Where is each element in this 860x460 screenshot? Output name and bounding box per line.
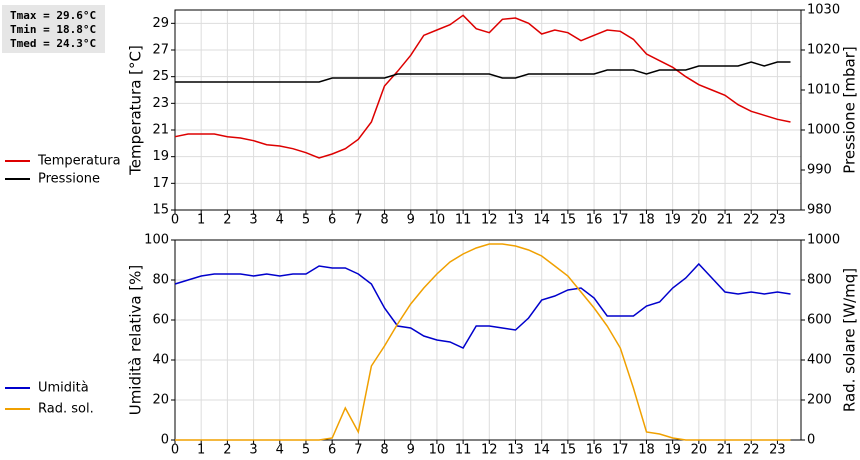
- y-tick-label: 27: [152, 43, 169, 58]
- stat: Tmed = 24.3°C: [10, 37, 96, 50]
- x-tick-label: 0: [171, 443, 179, 458]
- legend-label: Rad. sol.: [38, 402, 94, 417]
- x-tick-label: 2: [223, 443, 231, 458]
- y-tick-label: 40: [152, 353, 169, 368]
- y-tick-label: 20: [152, 393, 169, 408]
- x-tick-label: 0: [171, 213, 179, 228]
- y2-tick-label: 1010: [807, 83, 840, 98]
- x-tick-label: 10: [429, 213, 446, 228]
- x-tick-label: 4: [276, 213, 284, 228]
- x-tick-label: 13: [507, 443, 524, 458]
- x-tick-label: 18: [638, 443, 655, 458]
- x-tick-label: 3: [249, 443, 257, 458]
- series-line: [175, 243, 791, 441]
- y-tick-label: 0: [161, 433, 169, 448]
- y2-tick-label: 200: [807, 393, 832, 408]
- plot-frame: [174, 9, 802, 211]
- y2-tick-label: 980: [807, 203, 832, 218]
- x-tick-label: 10: [429, 443, 446, 458]
- x-tick-label: 21: [717, 213, 734, 228]
- x-tick-label: 23: [769, 443, 786, 458]
- x-tick-label: 12: [481, 213, 498, 228]
- x-tick-label: 3: [249, 213, 257, 228]
- x-tick-label: 13: [507, 213, 524, 228]
- series-line: [175, 61, 791, 83]
- x-tick-label: 14: [533, 213, 550, 228]
- y-tick-label: 60: [152, 313, 169, 328]
- x-tick-label: 20: [691, 213, 708, 228]
- stat: Tmin = 18.8°C: [10, 23, 96, 36]
- x-tick-label: 16: [586, 213, 603, 228]
- x-tick-label: 23: [769, 213, 786, 228]
- y-tick-label: 80: [152, 273, 169, 288]
- y2-tick-label: 800: [807, 273, 832, 288]
- x-tick-label: 7: [354, 443, 362, 458]
- x-tick-label: 5: [302, 213, 310, 228]
- stat: Tmax = 29.6°C: [10, 9, 96, 22]
- x-tick-label: 22: [743, 213, 760, 228]
- y-axis-title: Temperatura [°C]: [127, 45, 145, 176]
- y2-tick-label: 600: [807, 313, 832, 328]
- x-tick-label: 16: [586, 443, 603, 458]
- x-tick-label: 9: [407, 443, 415, 458]
- x-tick-label: 6: [328, 213, 336, 228]
- series-line: [174, 14, 791, 159]
- x-tick-label: 6: [328, 443, 336, 458]
- y-tick-label: 15: [152, 203, 169, 218]
- x-tick-label: 14: [533, 443, 550, 458]
- legend-label: Pressione: [38, 172, 100, 187]
- y2-axis-title: Pressione [mbar]: [841, 46, 859, 174]
- stats-box: [2, 5, 105, 53]
- x-tick-label: 11: [455, 213, 472, 228]
- y2-tick-label: 1030: [807, 3, 840, 18]
- y2-tick-label: 0: [807, 433, 815, 448]
- y-axis-title: Umidità relativa [%]: [127, 265, 145, 416]
- x-tick-label: 2: [223, 213, 231, 228]
- x-tick-label: 21: [717, 443, 734, 458]
- x-tick-label: 8: [380, 213, 388, 228]
- x-tick-label: 19: [664, 443, 681, 458]
- y-tick-label: 29: [152, 16, 169, 31]
- x-tick-label: 22: [743, 443, 760, 458]
- x-tick-label: 9: [407, 213, 415, 228]
- y-tick-label: 25: [152, 69, 169, 84]
- x-tick-label: 1: [197, 213, 205, 228]
- y2-tick-label: 1000: [807, 123, 840, 138]
- y-tick-label: 17: [152, 176, 169, 191]
- legend-label: Umidità: [38, 381, 89, 396]
- x-tick-label: 20: [691, 443, 708, 458]
- y2-axis-title: Rad. solare [W/mq]: [841, 268, 859, 412]
- x-tick-label: 4: [276, 443, 284, 458]
- x-tick-label: 12: [481, 443, 498, 458]
- x-tick-label: 1: [197, 443, 205, 458]
- y2-tick-label: 400: [807, 353, 832, 368]
- x-tick-label: 19: [664, 213, 681, 228]
- y-tick-label: 19: [152, 149, 169, 164]
- series-line: [174, 262, 791, 349]
- x-tick-label: 5: [302, 443, 310, 458]
- x-tick-label: 17: [612, 443, 629, 458]
- x-tick-label: 15: [560, 443, 577, 458]
- plot-frame: [174, 239, 802, 441]
- x-tick-label: 18: [638, 213, 655, 228]
- x-tick-label: 17: [612, 213, 629, 228]
- x-tick-label: 15: [560, 213, 577, 228]
- y2-tick-label: 990: [807, 163, 832, 178]
- y2-tick-label: 1020: [807, 43, 840, 58]
- x-tick-label: 8: [380, 443, 388, 458]
- legend-label: Temperatura: [37, 154, 121, 169]
- x-tick-label: 7: [354, 213, 362, 228]
- y-tick-label: 23: [152, 96, 169, 111]
- x-tick-label: 11: [455, 443, 472, 458]
- y-tick-label: 21: [152, 123, 169, 138]
- y2-tick-label: 1000: [807, 233, 840, 248]
- y-tick-label: 100: [144, 233, 169, 248]
